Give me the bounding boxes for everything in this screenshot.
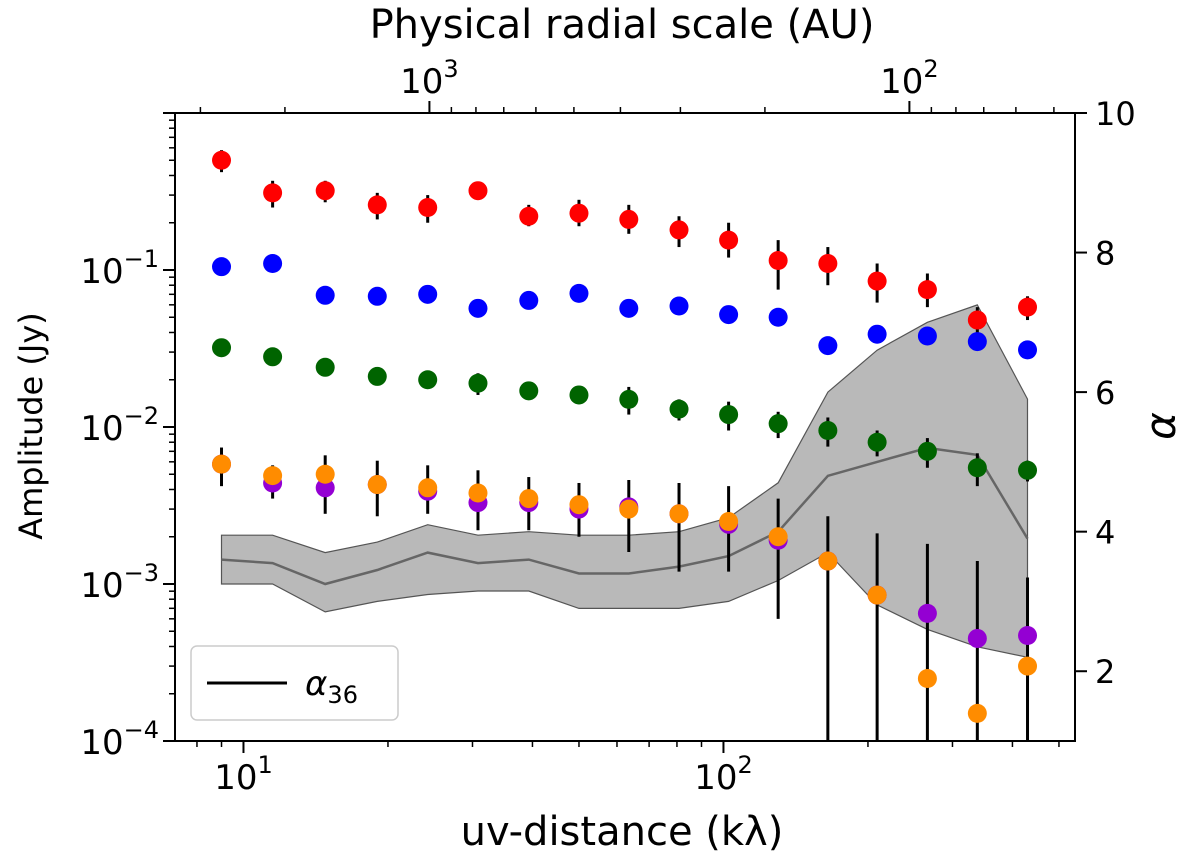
data-point <box>967 458 987 478</box>
data-point <box>212 150 232 170</box>
data-point <box>818 336 838 356</box>
data-point <box>867 271 887 291</box>
alpha-line <box>221 446 1029 586</box>
series-layer <box>212 150 1038 741</box>
data-point <box>669 220 689 240</box>
data-point <box>917 669 937 689</box>
data-point <box>367 475 387 495</box>
data-point <box>967 310 987 330</box>
data-point <box>1018 340 1038 360</box>
data-point <box>768 307 788 327</box>
data-point <box>263 254 283 274</box>
data-point <box>468 483 488 503</box>
data-point <box>315 357 335 377</box>
x-axis-title: uv-distance (kλ) <box>461 809 784 855</box>
y2-tick-label: 8 <box>1095 235 1115 273</box>
legend-box <box>190 645 399 721</box>
data-point <box>519 290 539 310</box>
data-point <box>917 280 937 300</box>
data-point <box>867 324 887 344</box>
data-point <box>818 420 838 440</box>
data-point <box>263 183 283 203</box>
y2-tick-label: 6 <box>1095 374 1115 412</box>
data-point <box>967 332 987 352</box>
data-point <box>669 504 689 524</box>
data-point <box>619 389 639 409</box>
data-point <box>669 296 689 316</box>
data-point <box>418 478 438 498</box>
data-point <box>1018 625 1038 645</box>
y2-tick-label: 4 <box>1095 514 1115 552</box>
data-point <box>719 405 739 425</box>
data-point <box>315 285 335 305</box>
data-point <box>468 298 488 318</box>
legend-label: α36 <box>305 664 358 709</box>
top-tick-label: 102 <box>880 55 939 102</box>
data-point <box>315 181 335 201</box>
data-point <box>967 703 987 723</box>
data-point <box>917 326 937 346</box>
y-tick-label: 10−1 <box>80 245 159 292</box>
y2-tick-label: 2 <box>1095 653 1115 691</box>
data-point <box>719 305 739 325</box>
data-point <box>818 254 838 274</box>
data-point <box>367 286 387 306</box>
top-tick-label: 103 <box>400 55 459 102</box>
data-point <box>468 181 488 201</box>
data-point <box>967 628 987 648</box>
data-point <box>569 385 589 405</box>
y-tick-label: 10−3 <box>80 559 159 606</box>
data-point <box>768 527 788 547</box>
data-point <box>263 347 283 367</box>
data-point <box>519 206 539 226</box>
data-point <box>719 512 739 532</box>
y-tick-label: 10−2 <box>80 402 159 449</box>
legend: α36 <box>190 645 399 721</box>
data-point <box>619 209 639 229</box>
data-point <box>1018 656 1038 676</box>
data-point <box>719 230 739 250</box>
data-point <box>768 250 788 270</box>
y-axis-title: Amplitude (Jy) <box>12 312 50 540</box>
data-point <box>619 298 639 318</box>
top-x-axis-title: Physical radial scale (AU) <box>370 2 875 48</box>
x-tick-label: 102 <box>694 751 753 798</box>
data-point <box>768 414 788 434</box>
data-point <box>519 381 539 401</box>
data-point <box>619 499 639 519</box>
data-point <box>468 373 488 393</box>
data-point <box>519 489 539 509</box>
data-point <box>367 195 387 215</box>
data-point <box>367 366 387 386</box>
data-point <box>818 551 838 571</box>
axes-layer: 101 102 10−1 10−2 10−3 10−4 2 4 6 8 10 103 102 <box>80 55 1135 798</box>
data-point <box>418 198 438 218</box>
y2-axis-title: α <box>1136 412 1185 440</box>
data-point <box>315 478 335 498</box>
data-point <box>917 441 937 461</box>
y2-tick-label: 10 <box>1095 95 1136 133</box>
data-point <box>1018 297 1038 317</box>
data-point <box>917 603 937 623</box>
data-point <box>418 284 438 304</box>
data-point <box>315 464 335 484</box>
data-point <box>212 454 232 474</box>
data-point <box>212 257 232 277</box>
y-tick-label: 10−4 <box>80 716 159 763</box>
data-point <box>1018 460 1038 480</box>
data-point <box>212 338 232 358</box>
data-point <box>669 399 689 419</box>
data-point <box>569 283 589 303</box>
data-point <box>418 370 438 390</box>
data-point <box>569 495 589 515</box>
data-point <box>867 585 887 605</box>
x-tick-label: 101 <box>214 751 273 798</box>
data-point <box>867 432 887 452</box>
data-point <box>263 466 283 486</box>
data-point <box>569 203 589 223</box>
